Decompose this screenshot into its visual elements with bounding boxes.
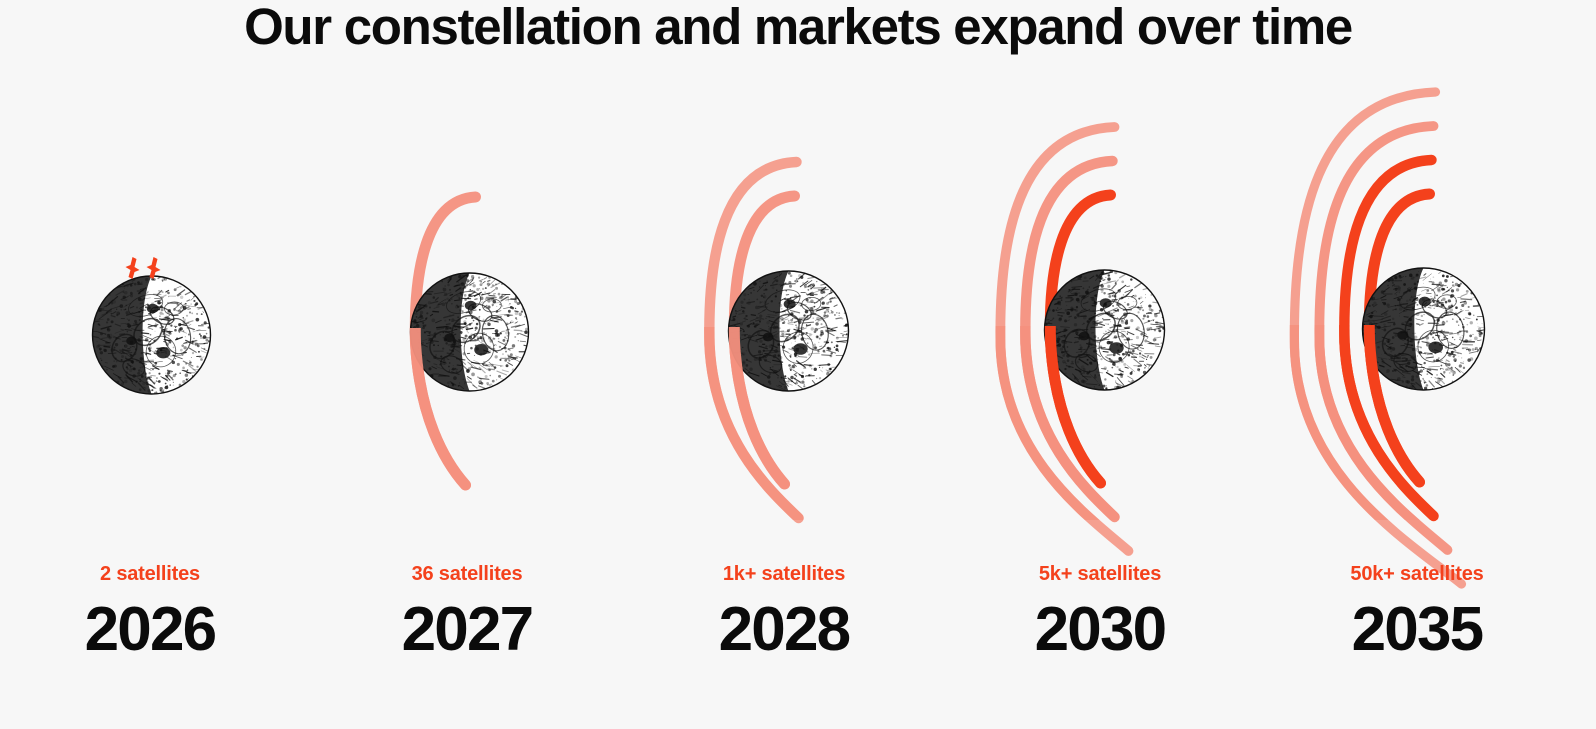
orbit-arc — [703, 327, 804, 520]
earth-globe-icon — [91, 275, 211, 395]
globe-illustration-2030 — [942, 122, 1259, 556]
satellite-marker-icon — [146, 257, 160, 279]
earth-globe-icon — [409, 272, 529, 392]
globe-illustration-2035 — [1259, 87, 1576, 589]
satellite-marker-icon — [125, 257, 139, 279]
timeline-stage-2026: 2 satellites 2026 — [0, 0, 309, 729]
orbit-arc-front-group — [409, 328, 471, 491]
earth-globe-icon — [727, 270, 849, 392]
satellite-count-label-2026: 2 satellites — [100, 563, 200, 585]
year-label-2027: 2027 — [401, 595, 535, 664]
satellite-count-label-2028: 1k+ satellites — [722, 563, 846, 585]
orbit-arc — [1289, 325, 1388, 520]
satellite-count-label-2030: 5k+ satellites — [1038, 563, 1162, 585]
orbit-arc — [1044, 326, 1106, 489]
orbit-arc — [1313, 325, 1420, 520]
orbit-arc-front-group — [1289, 325, 1439, 520]
orbit-arc — [1338, 325, 1439, 520]
year-label-2030: 2030 — [1034, 595, 1168, 664]
year-label-2035: 2035 — [1351, 595, 1485, 664]
earth-globe-icon — [1043, 269, 1165, 391]
orbit-arc — [409, 328, 471, 491]
year-label-2028: 2028 — [718, 595, 852, 664]
orbit-arc-front-group — [994, 326, 1120, 520]
globe-illustration-2026 — [0, 140, 309, 520]
earth-globe-icon — [1361, 267, 1485, 391]
satellite-marker-group — [125, 257, 160, 279]
orbit-arc — [1019, 326, 1120, 520]
globe-illustration-2028 — [626, 140, 943, 524]
orbit-arc-front-group — [703, 327, 804, 520]
satellite-count-label-2035: 50k+ satellites — [1350, 563, 1484, 585]
year-label-2026: 2026 — [84, 595, 218, 664]
satellite-count-label-2027: 36 satellites — [411, 563, 523, 585]
globe-illustration-2027 — [309, 140, 626, 520]
orbit-arc — [728, 327, 790, 490]
orbit-arc — [1363, 325, 1425, 488]
orbit-arc — [994, 326, 1100, 520]
page-title: Our constellation and markets expand ove… — [244, 0, 1353, 55]
timeline-stage-2028: 1k+ satellites 2028 — [626, 0, 943, 729]
timeline-stage-2027: 36 satellites 2027 — [309, 0, 626, 729]
timeline-stage-2035: 50k+ satellites 2035 — [1259, 0, 1576, 729]
timeline-stage-2030: 5k+ satellites 2030 — [942, 0, 1259, 729]
